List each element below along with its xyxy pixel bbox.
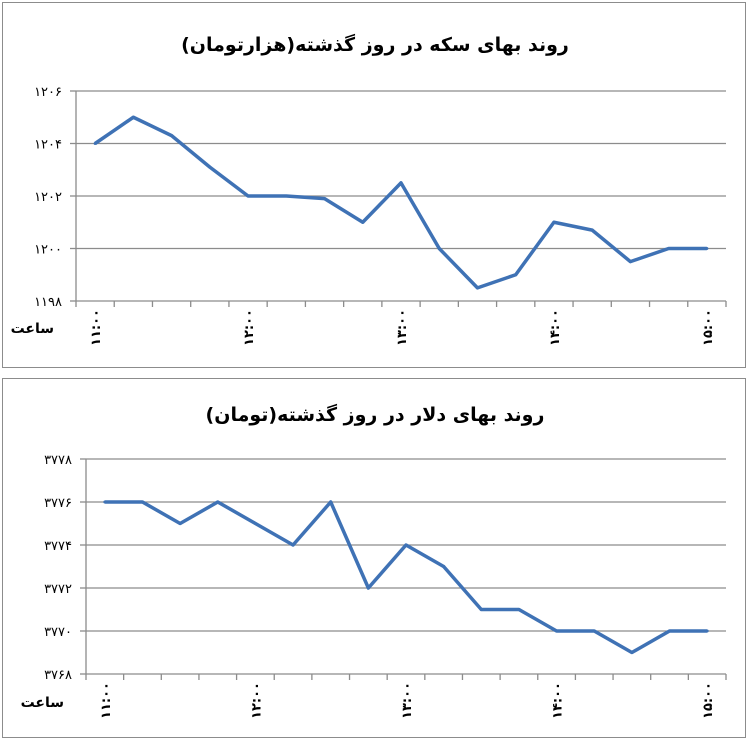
y-tick-label: ۳۷۶۸ — [44, 668, 72, 683]
coin-chart-svg: روند بهای سکه در روز گذشته(هزارتومان) ۱۱۹… — [11, 33, 727, 346]
data-point — [442, 565, 446, 568]
data-point — [291, 543, 295, 547]
x-tick-label: ۱۱:۰۰ — [89, 309, 104, 346]
data-point — [590, 228, 594, 232]
series-line — [104, 500, 708, 655]
data-point — [93, 142, 97, 145]
data-point — [705, 247, 709, 250]
data-point — [284, 194, 288, 198]
y-tick-label: ۱۲۰۲ — [34, 190, 62, 205]
x-tick-label: ۱۵:۰۰ — [701, 682, 716, 719]
y-tick-label: ۱۱۹۸ — [34, 295, 62, 310]
data-point — [479, 608, 483, 611]
data-point — [437, 247, 441, 250]
data-point — [517, 608, 521, 611]
y-tick-label: ۱۲۰۶ — [34, 85, 62, 100]
y-tick-label: ۳۷۷۸ — [44, 453, 72, 468]
data-point — [140, 500, 144, 504]
y-tick-label: ۱۲۰۴ — [34, 138, 62, 153]
data-point — [667, 247, 671, 250]
x-axis-label: ساعت — [21, 695, 64, 711]
data-point — [178, 522, 182, 525]
data-point — [323, 197, 327, 201]
data-point — [366, 586, 370, 590]
x-tick-label: ۱۱:۰۰ — [99, 682, 114, 719]
data-point — [592, 629, 596, 633]
series-line — [94, 115, 707, 290]
data-point — [668, 629, 672, 633]
y-tick-label: ۳۷۷۰ — [44, 625, 72, 640]
data-point — [216, 500, 220, 504]
data-point — [475, 286, 479, 290]
data-point — [552, 220, 556, 224]
coin-price-chart: روند بهای سکه در روز گذشته(هزارتومان) ۱۱۹… — [2, 2, 746, 368]
x-axis-label: ساعت — [11, 321, 54, 337]
y-tick-label: ۳۷۷۶ — [44, 496, 72, 511]
data-point — [246, 194, 250, 198]
data-point — [329, 500, 333, 504]
data-point — [208, 165, 212, 169]
dollar-chart-svg: روند بهای دلار در روز گذشته(تومان) ۳۷۶۸ ۳۷… — [21, 403, 727, 719]
data-point — [705, 629, 709, 633]
data-point — [253, 522, 257, 525]
x-tick-label: ۱۲:۰۰ — [249, 682, 264, 719]
y-tick-label: ۳۷۷۴ — [44, 539, 72, 554]
data-point — [103, 500, 107, 504]
x-tick-label: ۱۴:۰۰ — [548, 309, 563, 346]
x-tick-label: ۱۳:۰۰ — [395, 309, 410, 346]
chart-title: روند بهای دلار در روز گذشته(تومان) — [206, 403, 545, 426]
data-point — [628, 260, 632, 264]
data-point — [404, 543, 408, 547]
x-tick-label: ۱۵:۰۰ — [701, 309, 716, 346]
data-point — [630, 651, 634, 654]
x-tick-label: ۱۳:۰۰ — [400, 682, 415, 719]
data-point — [399, 181, 403, 185]
x-tick-label: ۱۲:۰۰ — [242, 309, 257, 346]
y-tick-label: ۳۷۷۲ — [44, 582, 72, 597]
dollar-price-chart: روند بهای دلار در روز گذشته(تومان) ۳۷۶۸ ۳۷… — [2, 378, 746, 738]
data-point — [555, 629, 559, 633]
chart-title: روند بهای سکه در روز گذشته(هزارتومان) — [181, 33, 569, 56]
data-point — [514, 273, 518, 277]
data-point — [131, 115, 135, 119]
data-point — [170, 134, 174, 138]
x-tick-label: ۱۴:۰۰ — [551, 682, 566, 719]
y-tick-label: ۱۲۰۰ — [34, 243, 62, 258]
data-point — [361, 220, 365, 224]
